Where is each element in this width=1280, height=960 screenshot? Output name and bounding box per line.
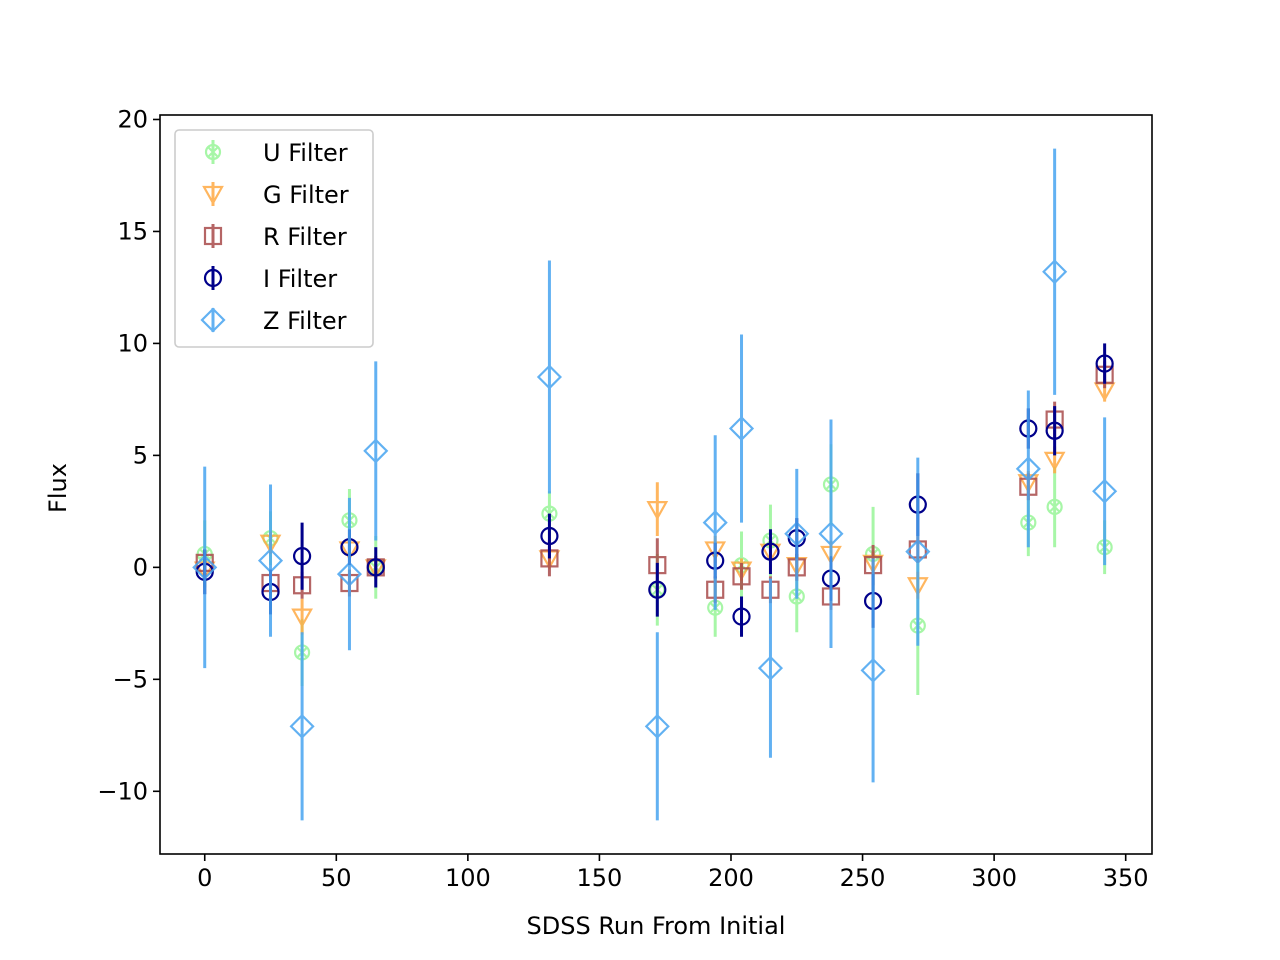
x-tick-label: 350 [1103,864,1149,892]
legend-marker-shape [204,143,222,161]
data-point [1046,498,1063,515]
y-tick-label: −10 [97,777,148,805]
series-u-filter [196,444,1113,696]
y-axis: −10 −5 0 5 10 15 20 [97,105,160,805]
data-point [1092,478,1118,504]
data-point [732,567,751,586]
legend-marker-shape [203,268,223,288]
data-point [784,521,810,547]
data-point [730,561,753,581]
legend-marker-shape [203,226,223,246]
legend-marker [202,182,224,206]
data-point [366,558,385,577]
series-r-filter [195,361,1114,610]
legend-label: R Filter [263,223,347,251]
x-tick-label: 250 [840,864,886,892]
legend-label: U Filter [263,139,348,167]
data-point [702,510,728,536]
x-tick-label: 100 [445,864,491,892]
data-point [860,657,886,683]
data-point [336,561,363,587]
x-tick-label: 150 [577,864,623,892]
series-layer [192,148,1118,821]
legend-label: Z Filter [263,307,347,335]
legend-entry: Z Filter [200,307,347,335]
legend-label: G Filter [263,181,349,209]
legend-entry: U Filter [204,139,348,167]
legend-entry: G Filter [202,181,349,209]
data-point [363,438,389,464]
x-tick-label: 200 [708,864,754,892]
data-point [732,607,751,626]
data-point [905,539,931,565]
y-tick-label: 15 [117,217,148,245]
legend: U Filter G Filter R Filter I Filter Z Filter [174,129,374,348]
x-tick-label: 50 [321,864,352,892]
legend-marker [203,224,223,248]
series-z-filter [192,148,1118,821]
data-point [192,554,218,580]
legend-box [174,129,374,348]
data-point [257,548,284,574]
data-point [291,608,313,628]
x-tick-label: 300 [971,864,1017,892]
legend-marker [200,307,226,333]
data-point [1015,456,1041,482]
marker-ring [204,143,222,161]
legend-marker [203,266,223,290]
plot-frame [159,114,1153,855]
data-point [818,521,844,547]
x-axis-label: SDSS Run From Initial [527,912,786,940]
data-point [761,542,780,561]
legend-entry: I Filter [203,265,337,293]
data-point [1045,421,1064,440]
x-tick-label: 0 [197,864,212,892]
y-tick-label: 5 [133,441,148,469]
data-point [648,580,667,599]
marker-ring [1046,498,1063,515]
y-tick-label: 10 [117,329,148,357]
data-point [757,655,784,681]
legend-marker-shape [200,307,226,333]
y-tick-label: 0 [133,553,148,581]
marker-cross [543,507,556,520]
data-point [540,526,559,546]
marker-cross [207,146,219,158]
marker-cross [1048,501,1061,513]
legend-entries: U Filter G Filter R Filter I Filter Z Filter [200,139,349,335]
y-tick-label: −5 [113,665,148,693]
data-point [1042,259,1068,285]
data-point [292,547,312,566]
legend-entry: R Filter [203,223,347,251]
y-axis-label: Flux [44,463,72,513]
data-point [536,364,562,390]
legend-marker-shape [202,185,224,206]
data-point [1095,354,1114,373]
data-point [289,713,315,739]
legend-label: I Filter [263,265,337,293]
legend-marker [204,140,222,164]
data-point [728,415,755,442]
y-tick-label: 20 [117,105,148,133]
data-point [644,713,670,739]
data-point [646,501,669,521]
x-axis: 0 50 100 150 200 250 300 350 [197,854,1149,892]
